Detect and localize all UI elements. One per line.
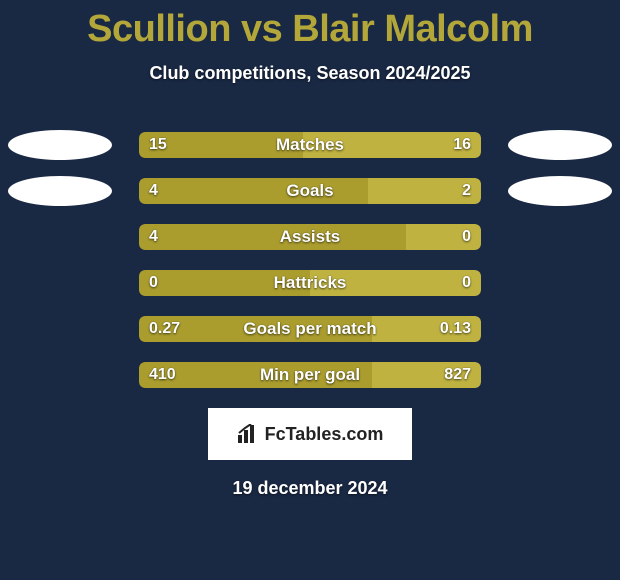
player-avatar-left-2 bbox=[8, 176, 112, 206]
bar-left bbox=[139, 178, 368, 204]
bar-right bbox=[406, 224, 481, 250]
bar-left bbox=[139, 270, 310, 296]
stat-row: Goals per match0.270.13 bbox=[139, 316, 481, 342]
bar-right bbox=[303, 132, 481, 158]
fctables-logo: FcTables.com bbox=[208, 408, 412, 460]
bar-right bbox=[372, 316, 481, 342]
page-title: Scullion vs Blair Malcolm bbox=[0, 0, 620, 51]
bar-right bbox=[310, 270, 481, 296]
bar-right bbox=[368, 178, 481, 204]
player-avatar-right-2 bbox=[508, 176, 612, 206]
stat-row: Matches1516 bbox=[139, 132, 481, 158]
chart-icon bbox=[237, 424, 259, 444]
comparison-bars: Matches1516 Goals42 Assists40 Hattricks00 Go… bbox=[139, 132, 481, 388]
bar-left bbox=[139, 132, 303, 158]
stat-row: Assists40 bbox=[139, 224, 481, 250]
subtitle: Club competitions, Season 2024/2025 bbox=[0, 63, 620, 84]
player-avatar-left-1 bbox=[8, 130, 112, 160]
date-text: 19 december 2024 bbox=[0, 478, 620, 499]
player-avatar-right-1 bbox=[508, 130, 612, 160]
bar-left bbox=[139, 316, 372, 342]
stat-row: Hattricks00 bbox=[139, 270, 481, 296]
bar-right bbox=[372, 362, 481, 388]
stats-area: Matches1516 Goals42 Assists40 Hattricks00 Go… bbox=[0, 132, 620, 388]
bar-left bbox=[139, 224, 406, 250]
stat-row: Goals42 bbox=[139, 178, 481, 204]
bar-left bbox=[139, 362, 372, 388]
logo-text: FcTables.com bbox=[265, 424, 384, 445]
stat-row: Min per goal410827 bbox=[139, 362, 481, 388]
